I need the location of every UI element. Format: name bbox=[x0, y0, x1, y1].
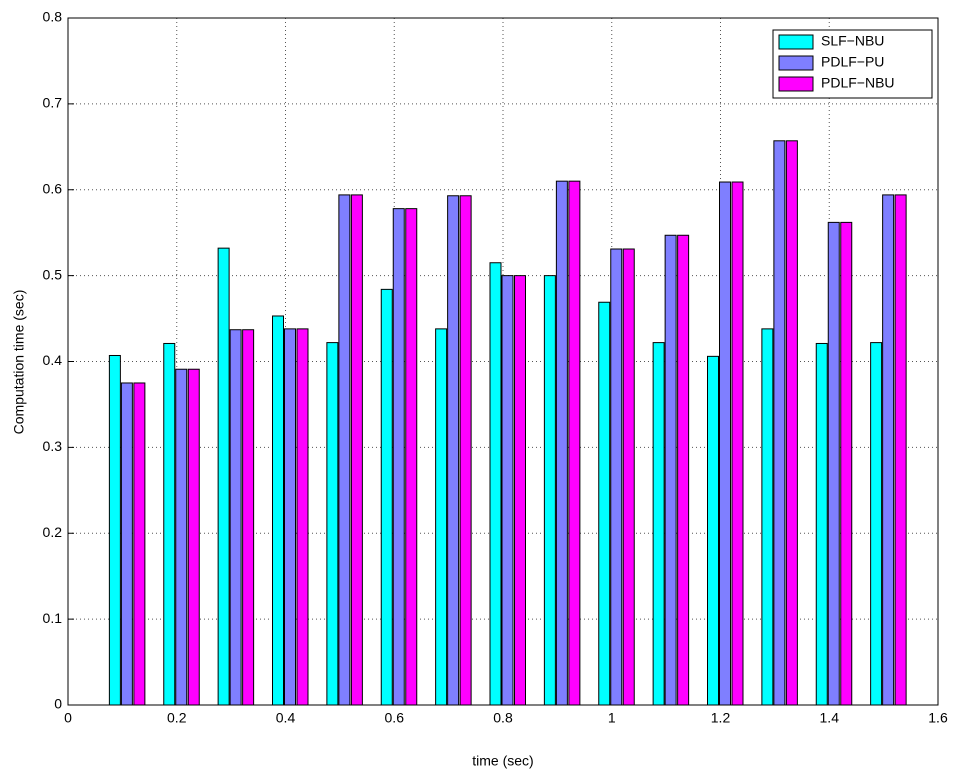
bar bbox=[514, 275, 526, 706]
y-tick-label: 0.8 bbox=[43, 9, 63, 25]
bar bbox=[707, 355, 719, 706]
bar bbox=[296, 328, 309, 706]
y-axis-label: Computation time (sec) bbox=[11, 290, 27, 435]
bar bbox=[882, 194, 895, 706]
legend-swatch bbox=[778, 34, 814, 50]
x-tick-label: 0.4 bbox=[276, 710, 296, 726]
bar bbox=[284, 328, 296, 706]
bar bbox=[840, 221, 853, 706]
y-tick-label: 0.5 bbox=[43, 266, 63, 282]
x-tick-label: 1.6 bbox=[928, 710, 948, 726]
legend-swatch bbox=[778, 55, 814, 71]
bar bbox=[677, 234, 690, 706]
y-tick-label: 0.2 bbox=[43, 524, 63, 540]
bar bbox=[120, 382, 133, 706]
bar bbox=[435, 328, 448, 706]
legend-label: PDLF−PU bbox=[821, 54, 884, 70]
bar bbox=[827, 221, 840, 706]
x-tick-label: 0.2 bbox=[167, 710, 187, 726]
bar bbox=[719, 181, 731, 706]
x-tick-label: 1.4 bbox=[820, 710, 840, 726]
bar bbox=[447, 195, 460, 706]
x-tick-label: 0.8 bbox=[493, 710, 513, 726]
bar bbox=[133, 382, 146, 706]
bar bbox=[815, 342, 828, 706]
bar bbox=[664, 234, 677, 706]
bar bbox=[163, 342, 176, 706]
bar bbox=[785, 140, 798, 706]
bar bbox=[598, 301, 611, 706]
bar bbox=[217, 247, 230, 706]
bar bbox=[761, 328, 774, 706]
x-axis-label: time (sec) bbox=[472, 753, 533, 769]
x-tick-label: 1 bbox=[608, 710, 616, 726]
bar bbox=[108, 354, 121, 706]
bar bbox=[610, 248, 623, 706]
bar bbox=[459, 195, 472, 706]
bar bbox=[622, 248, 635, 706]
bar bbox=[242, 329, 255, 706]
bar bbox=[894, 194, 907, 706]
plot-frame bbox=[67, 17, 939, 706]
x-tick-label: 1.2 bbox=[711, 710, 731, 726]
bar bbox=[326, 342, 339, 706]
bar bbox=[489, 262, 502, 706]
y-tick-label: 0 bbox=[54, 696, 62, 712]
legend-swatch bbox=[778, 76, 814, 92]
bar bbox=[555, 180, 568, 706]
bar bbox=[870, 342, 883, 706]
bar bbox=[773, 140, 786, 706]
bar bbox=[229, 329, 242, 706]
legend-label: SLF−NBU bbox=[821, 33, 884, 49]
bar bbox=[543, 275, 556, 706]
bar bbox=[187, 368, 200, 706]
bar bbox=[568, 180, 581, 706]
x-tick-label: 0.6 bbox=[385, 710, 405, 726]
bar bbox=[501, 275, 514, 706]
bar bbox=[405, 208, 418, 706]
bar bbox=[652, 342, 665, 706]
x-tick-label: 0 bbox=[64, 710, 72, 726]
y-tick-label: 0.1 bbox=[43, 610, 63, 626]
bar bbox=[175, 368, 188, 706]
bar bbox=[350, 194, 363, 706]
bar bbox=[272, 315, 284, 706]
bar bbox=[338, 194, 351, 706]
legend-label: PDLF−NBU bbox=[821, 75, 895, 91]
bar bbox=[731, 181, 744, 706]
y-tick-label: 0.3 bbox=[43, 438, 63, 454]
y-tick-label: 0.4 bbox=[43, 352, 63, 368]
bar bbox=[392, 208, 405, 706]
y-tick-label: 0.7 bbox=[43, 95, 63, 111]
y-tick-label: 0.6 bbox=[43, 180, 63, 196]
bar bbox=[380, 288, 393, 706]
